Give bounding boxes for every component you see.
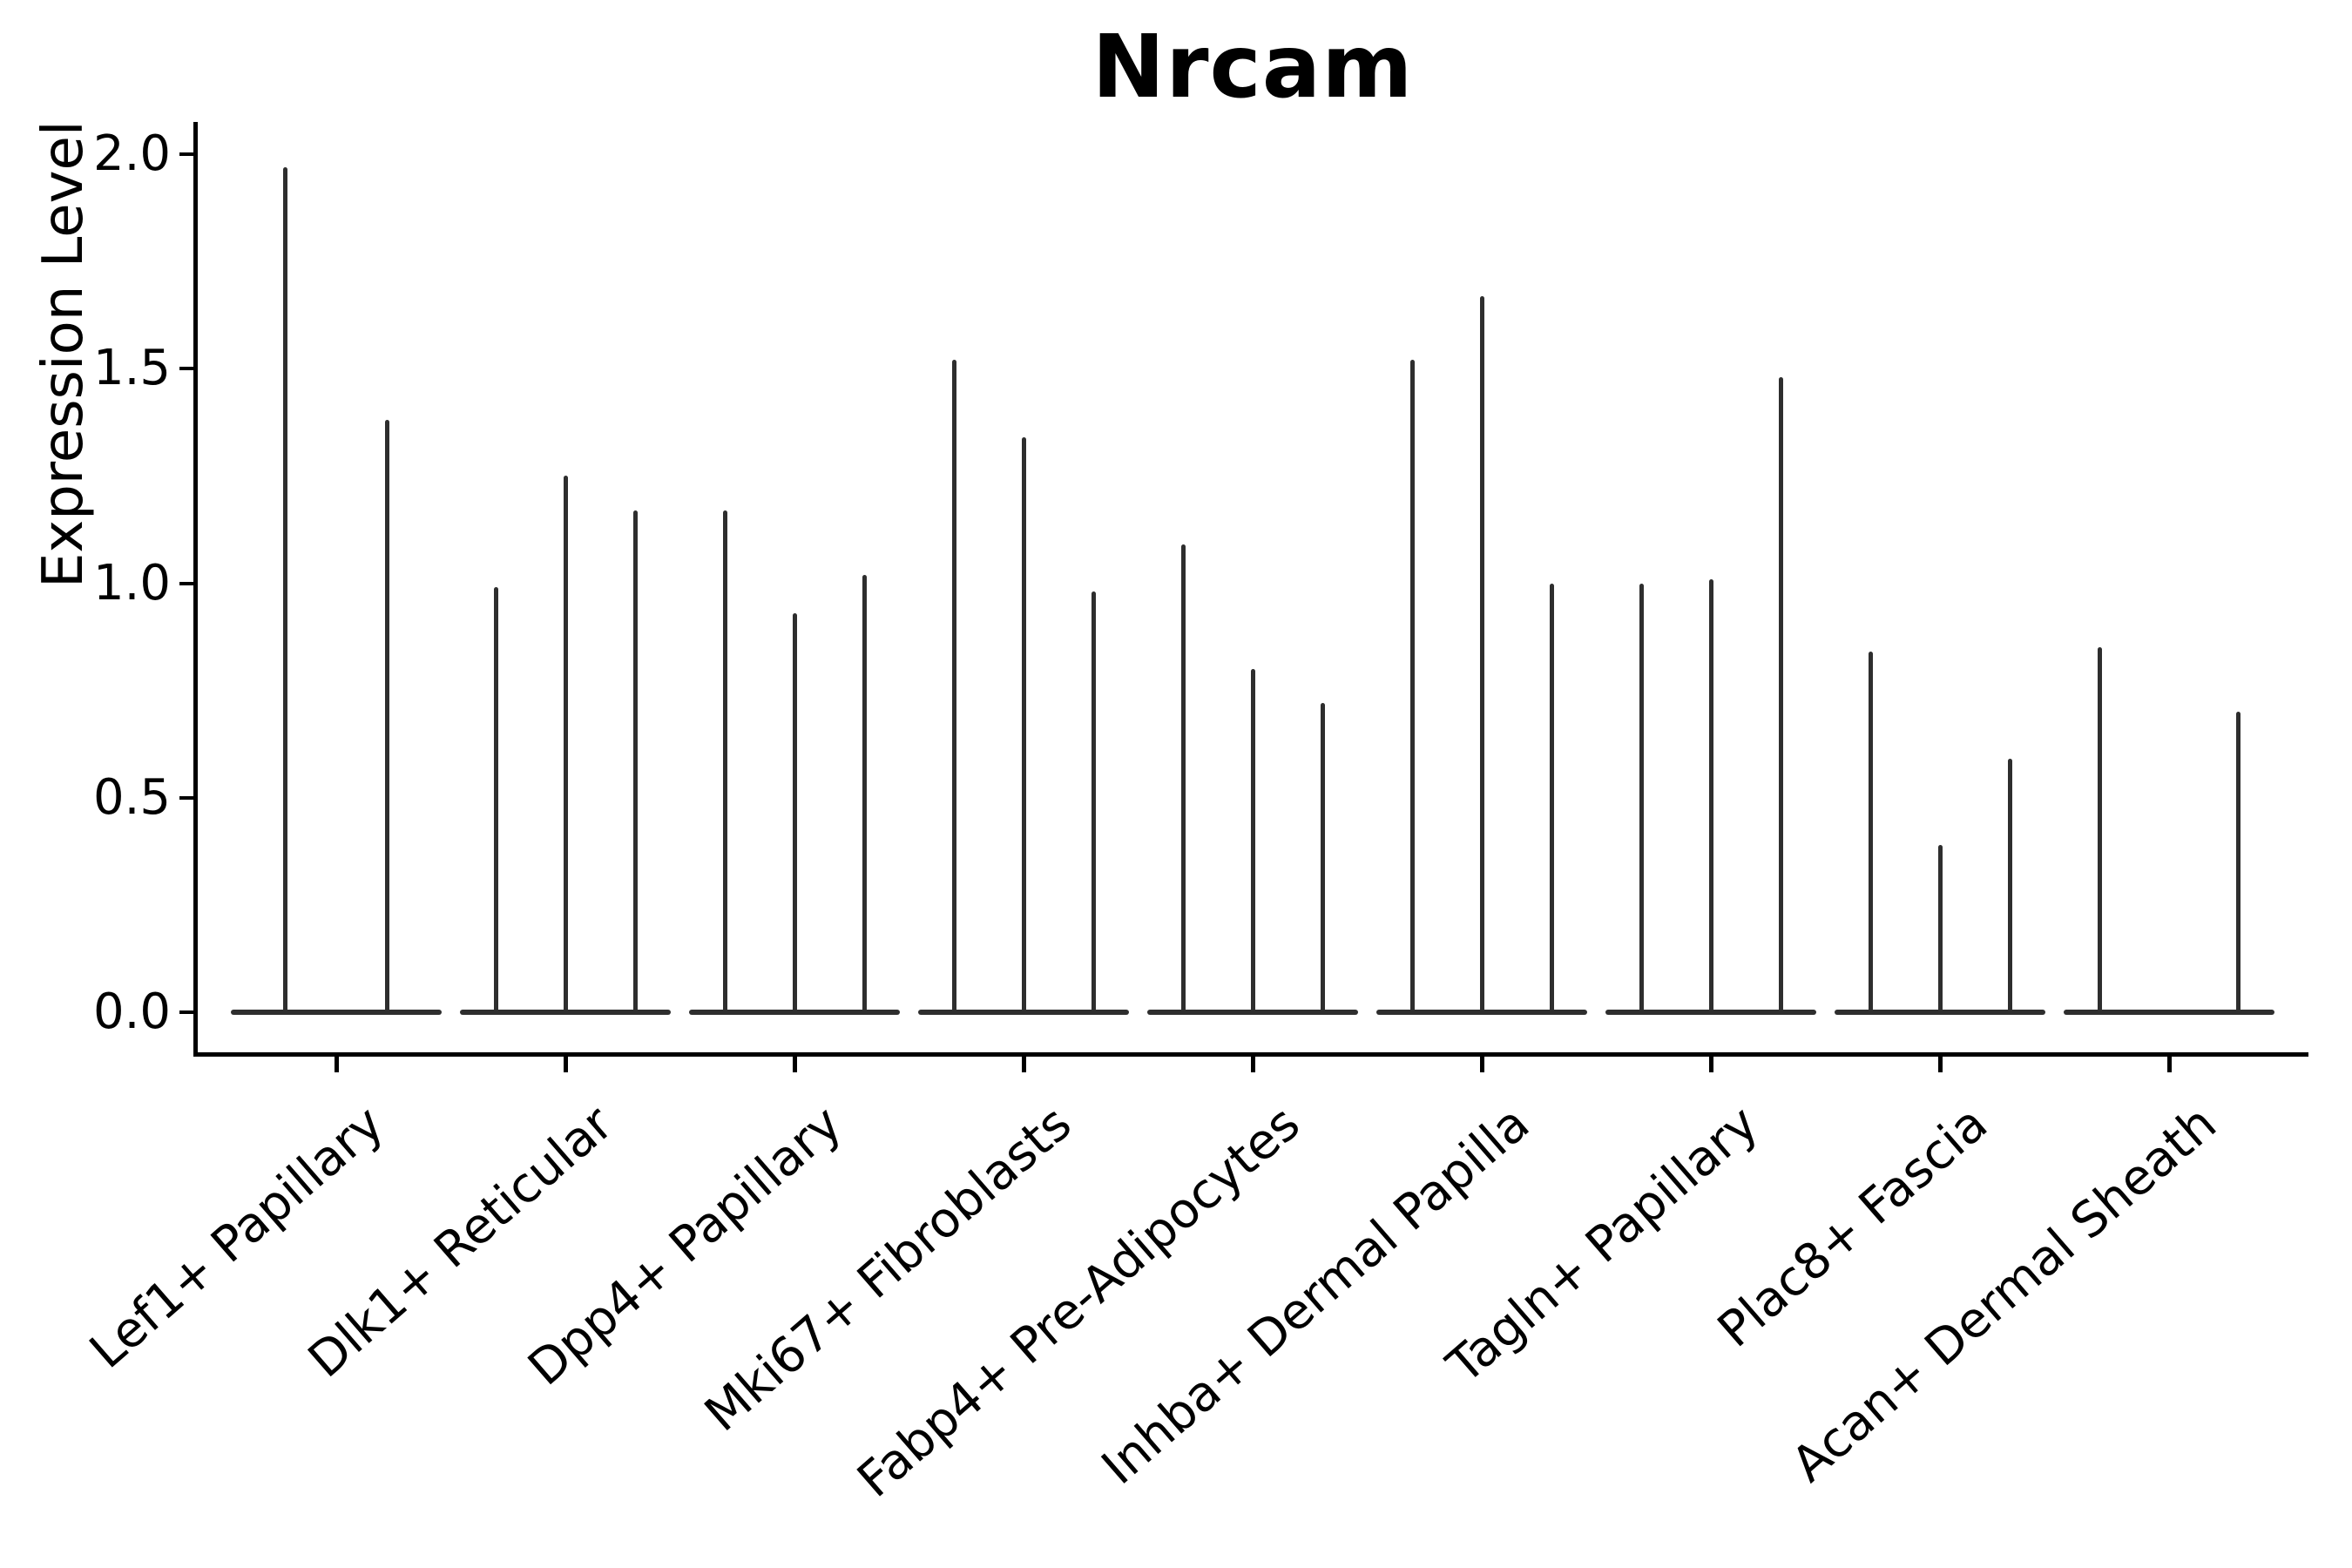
y-tick-label: 0.0 xyxy=(92,983,171,1040)
x-tick xyxy=(2167,1057,2172,1072)
violin xyxy=(792,612,797,1012)
violin xyxy=(493,587,498,1012)
violin-baseline xyxy=(918,1010,1129,1015)
x-tick xyxy=(1480,1057,1484,1072)
violin xyxy=(563,476,568,1012)
y-tick xyxy=(179,152,193,156)
x-tick xyxy=(335,1057,339,1072)
violin xyxy=(1409,360,1415,1012)
y-tick xyxy=(179,795,193,800)
violin xyxy=(1250,669,1255,1012)
y-tick-label: 2.0 xyxy=(92,125,171,182)
y-tick-label: 1.5 xyxy=(92,340,171,397)
violin-baseline xyxy=(1147,1010,1358,1015)
violin xyxy=(282,166,287,1012)
violin xyxy=(2097,647,2102,1012)
violin xyxy=(2235,712,2240,1012)
violin xyxy=(1708,578,1713,1012)
violin-baseline xyxy=(2064,1010,2274,1015)
x-tick xyxy=(1709,1057,1713,1072)
violin-baseline xyxy=(1605,1010,1816,1015)
category-label: Inhba+ Dermal Papilla xyxy=(1091,1095,1540,1497)
violin xyxy=(1778,377,1783,1012)
violin xyxy=(384,420,389,1012)
category-label: Mki67+ Fibroblasts xyxy=(693,1095,1082,1443)
violin-baseline xyxy=(689,1010,900,1015)
violin xyxy=(1021,437,1026,1012)
x-tick xyxy=(1022,1057,1026,1072)
violin-baseline xyxy=(1835,1010,2045,1015)
violin xyxy=(1320,703,1325,1012)
y-axis-spine xyxy=(193,122,198,1057)
x-tick xyxy=(1938,1057,1943,1072)
category-label: Fabp4+ Pre-Adipocytes xyxy=(847,1095,1311,1509)
violin xyxy=(1091,591,1096,1012)
violin xyxy=(1549,583,1554,1012)
x-tick xyxy=(1251,1057,1255,1072)
y-tick xyxy=(179,1010,193,1014)
violin xyxy=(1639,583,1644,1012)
x-axis-spine xyxy=(193,1052,2308,1057)
chart-title: Nrcam xyxy=(1092,16,1414,118)
violin xyxy=(1937,844,1943,1012)
violin-baseline xyxy=(231,1010,442,1015)
x-tick xyxy=(564,1057,568,1072)
violin-baseline xyxy=(460,1010,671,1015)
violin xyxy=(862,574,867,1012)
violin xyxy=(1868,652,1873,1012)
y-tick xyxy=(179,581,193,585)
violin-baseline xyxy=(1376,1010,1587,1015)
y-tick-label: 0.5 xyxy=(92,768,171,826)
violin xyxy=(1180,544,1186,1012)
y-tick-label: 1.0 xyxy=(92,554,171,612)
category-label: Acan+ Dermal Sheath xyxy=(1781,1095,2227,1494)
violin xyxy=(1479,295,1484,1012)
violin xyxy=(951,360,956,1012)
y-tick xyxy=(179,367,193,371)
violin xyxy=(2007,759,2012,1012)
x-tick xyxy=(793,1057,797,1072)
violin xyxy=(632,510,638,1012)
violin xyxy=(722,510,727,1012)
